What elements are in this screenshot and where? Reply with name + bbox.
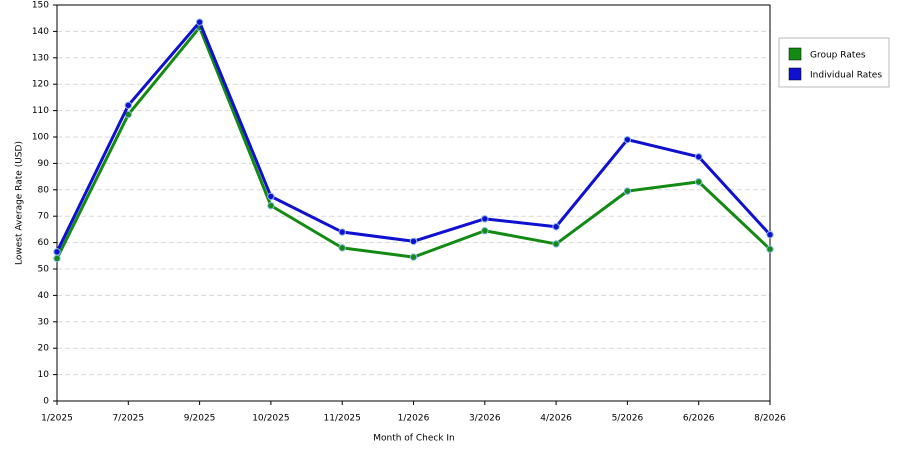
- x-tick-label: 6/2026: [683, 414, 715, 424]
- x-tick-label: 1/2025: [41, 414, 73, 424]
- x-tick-label: 7/2025: [112, 414, 144, 424]
- x-tick-label: 3/2026: [469, 414, 501, 424]
- y-axis-label: Lowest Average Rate (USD): [15, 141, 25, 265]
- y-tick-label: 10: [38, 370, 50, 380]
- x-tick-label: 9/2025: [184, 414, 216, 424]
- data-point: [766, 245, 774, 253]
- y-tick-label: 120: [32, 80, 49, 90]
- y-tick-label: 80: [38, 185, 50, 195]
- data-point: [552, 223, 560, 231]
- y-tick-label: 50: [38, 265, 50, 275]
- data-point: [53, 248, 61, 256]
- y-tick-label: 140: [32, 27, 49, 37]
- data-point: [623, 135, 632, 144]
- data-point: [481, 227, 489, 235]
- data-point: [267, 201, 275, 210]
- data-point: [623, 187, 632, 195]
- x-tick-label: 1/2026: [398, 414, 430, 424]
- data-point: [338, 244, 346, 252]
- y-tick-label: 20: [38, 344, 50, 354]
- data-point: [766, 230, 774, 239]
- x-tick-label: 11/2025: [324, 414, 361, 424]
- data-point: [338, 228, 346, 236]
- y-tick-label: 110: [32, 106, 49, 116]
- y-tick-label: 30: [38, 317, 50, 327]
- data-point: [267, 192, 275, 201]
- x-tick-label: 4/2026: [540, 414, 572, 424]
- data-point: [124, 101, 133, 110]
- legend-label: Group Rates: [810, 51, 866, 61]
- y-tick-label: 70: [38, 212, 50, 222]
- data-point: [53, 254, 61, 263]
- y-tick-label: 40: [38, 291, 50, 301]
- data-point: [481, 215, 489, 223]
- data-point: [409, 237, 418, 245]
- data-point: [695, 178, 703, 186]
- y-tick-label: 0: [43, 397, 49, 407]
- legend-swatch: [788, 67, 802, 81]
- data-point: [195, 18, 204, 26]
- x-tick-label: 10/2025: [252, 414, 289, 424]
- x-tick-label: 5/2026: [612, 414, 644, 424]
- data-point: [409, 253, 418, 261]
- legend-label: Individual Rates: [810, 71, 882, 81]
- data-point: [552, 240, 560, 248]
- y-tick-label: 130: [32, 53, 49, 63]
- x-axis-label: Month of Check In: [373, 434, 455, 444]
- y-tick-label: 100: [32, 133, 49, 143]
- y-tick-label: 90: [38, 159, 50, 169]
- data-point: [695, 153, 703, 161]
- y-tick-label: 60: [38, 238, 50, 248]
- y-tick-label: 150: [32, 1, 49, 11]
- x-tick-label: 8/2026: [754, 414, 786, 424]
- legend-swatch: [788, 47, 802, 61]
